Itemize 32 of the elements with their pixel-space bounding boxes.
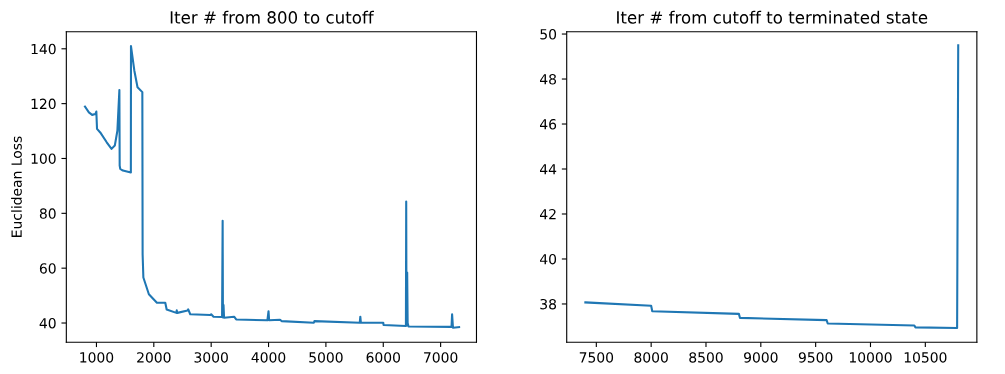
- line-series: [584, 44, 960, 330]
- line-series: [83, 45, 461, 329]
- y-tick-label: 48: [539, 74, 557, 85]
- x-tick-label: 5000: [309, 352, 343, 363]
- y-tick-label: 60: [39, 263, 56, 274]
- y-tick-label: 44: [539, 164, 557, 175]
- y-tick-label: 46: [539, 118, 557, 130]
- y-tick-label: 80: [39, 208, 56, 219]
- y-tick-label: 40: [539, 253, 557, 265]
- x-tick-label: 9500: [798, 352, 833, 363]
- x-tick-label: 2000: [137, 352, 171, 363]
- y-tick-label: 100: [31, 153, 56, 164]
- y-axis-title: Euclidean Loss: [11, 136, 22, 237]
- x-tick-label: 10500: [904, 352, 947, 363]
- y-tick-label: 50: [540, 29, 557, 40]
- x-tick-label: 8500: [689, 352, 723, 363]
- x-tick-label: 10000: [849, 352, 892, 363]
- x-tick-label: 6000: [366, 352, 401, 363]
- y-tick-label: 42: [539, 208, 556, 220]
- y-tick-label: 38: [540, 298, 557, 310]
- x-tick-label: 7500: [579, 352, 614, 363]
- y-tick-label: 120: [31, 98, 56, 110]
- chart-title: Iter # from 800 to cutoff: [170, 10, 374, 24]
- x-tick-label: 4000: [251, 352, 286, 363]
- x-tick-label: 3000: [194, 352, 228, 363]
- x-tick-label: 9000: [744, 352, 778, 363]
- x-tick-label: 1000: [80, 352, 114, 363]
- y-tick-label: 140: [31, 43, 56, 55]
- x-tick-label: 7000: [424, 352, 458, 363]
- x-tick-label: 8000: [634, 352, 668, 363]
- chart-title: Iter # from cutoff to terminated state: [617, 10, 928, 24]
- y-tick-label: 40: [39, 317, 56, 329]
